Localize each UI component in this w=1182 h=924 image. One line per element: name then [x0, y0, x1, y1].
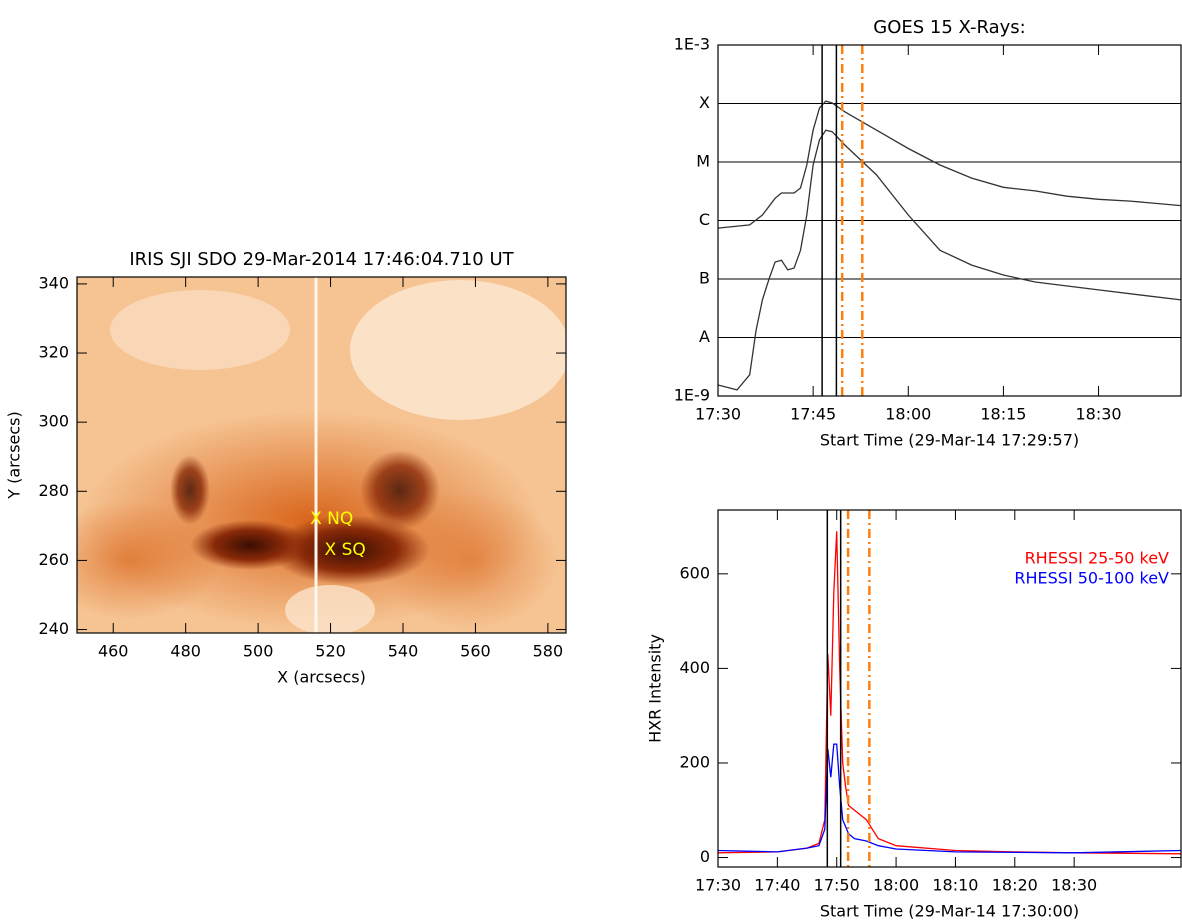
series-line: [718, 129, 1181, 391]
plot-area: X NQ X SQ: [310, 509, 366, 560]
y-tick-label: 300: [38, 412, 69, 431]
x-tick-label: 18:00: [885, 405, 931, 424]
x-tick-label: 540: [388, 642, 419, 661]
x-tick-label: 580: [533, 642, 564, 661]
series-line: [718, 743, 1181, 854]
y-tick-label: 260: [38, 550, 69, 569]
y-tick-label: 400: [679, 658, 710, 677]
chart-title: GOES 15 X-Rays:: [873, 17, 1025, 38]
axes-frame: [76, 276, 567, 634]
x-axis-label: X (arcsecs): [277, 668, 366, 687]
annotation: X NQ: [310, 509, 353, 529]
axes-frame: [717, 509, 1182, 868]
x-tick-label: 17:40: [754, 876, 800, 895]
y-tick-label: M: [696, 152, 710, 171]
x-tick-label: 560: [460, 642, 491, 661]
y-tick-label: 280: [38, 481, 69, 500]
x-tick-label: 480: [170, 642, 201, 661]
x-tick-label: 17:30: [695, 876, 741, 895]
x-tick-label: 500: [243, 642, 274, 661]
y-axis-label: Y (arcsecs): [5, 411, 24, 499]
x-tick-label: 18:10: [932, 876, 978, 895]
y-tick-label: 1E-9: [674, 386, 710, 405]
plot-area: [718, 45, 1181, 396]
x-tick-label: 17:50: [814, 876, 860, 895]
series-line: [718, 531, 1181, 855]
x-tick-label: 520: [315, 642, 346, 661]
y-tick-label: 320: [38, 343, 69, 362]
y-tick-label: 0: [700, 847, 710, 866]
legend-entry: RHESSI 25-50 keV: [1025, 549, 1169, 568]
chart-title: IRIS SJI SDO 29-Mar-2014 17:46:04.710 UT: [129, 249, 514, 270]
x-tick-label: 17:45: [790, 405, 836, 424]
legend-entry: RHESSI 50-100 keV: [1014, 569, 1169, 588]
x-tick-label: 18:20: [992, 876, 1038, 895]
x-axis-label: Start Time (29-Mar-14 17:30:00): [820, 902, 1079, 921]
x-axis-label: Start Time (29-Mar-14 17:29:57): [820, 431, 1079, 450]
plot-area: [718, 510, 1181, 867]
x-tick-label: 18:00: [873, 876, 919, 895]
y-tick-label: 600: [679, 563, 710, 582]
y-tick-label: 1E-3: [674, 35, 710, 54]
y-tick-label: X: [699, 93, 710, 112]
series-line: [718, 100, 1181, 229]
y-tick-label: A: [699, 327, 710, 346]
x-tick-label: 460: [98, 642, 129, 661]
axes-frame: [717, 44, 1182, 397]
x-tick-label: 18:30: [1075, 405, 1121, 424]
annotation: X SQ: [325, 540, 366, 560]
sji-image: [77, 277, 566, 633]
y-axis-label: HXR Intensity: [646, 634, 665, 743]
y-tick-label: 240: [38, 619, 69, 638]
y-tick-label: B: [699, 269, 710, 288]
y-tick-label: 340: [38, 273, 69, 292]
y-tick-label: C: [699, 210, 710, 229]
x-tick-label: 18:30: [1051, 876, 1097, 895]
x-tick-label: 17:30: [695, 405, 741, 424]
y-tick-label: 200: [679, 752, 710, 771]
x-tick-label: 18:15: [980, 405, 1026, 424]
